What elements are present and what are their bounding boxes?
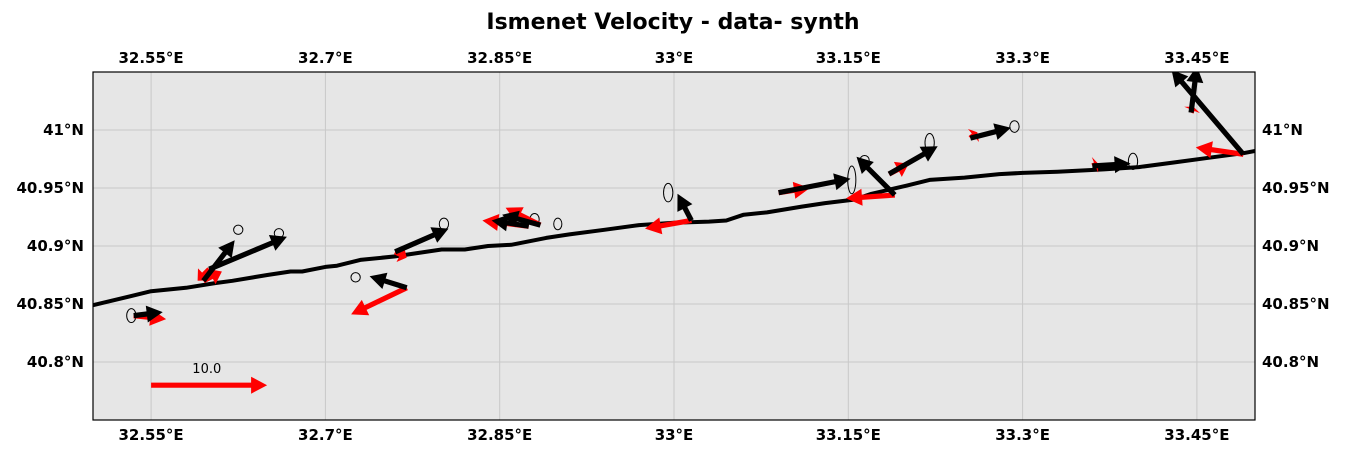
lat-tick-label-left: 40.9°N (27, 237, 84, 255)
data-velocity-arrow (201, 240, 235, 283)
data-velocity-arrow (856, 156, 897, 197)
data-velocity-arrow (133, 305, 163, 323)
lon-tick-label-bottom: 33.15°E (816, 426, 881, 444)
synth-velocity-arrow (846, 188, 895, 206)
data-velocity-arrow (369, 272, 408, 291)
lon-tick-label-bottom: 33°E (655, 426, 694, 444)
error-ellipse (350, 272, 361, 283)
lat-tick-label-left: 40.8°N (27, 353, 84, 371)
data-velocity-arrow (1186, 72, 1204, 113)
lat-tick-label-right: 40.95°N (1262, 179, 1330, 197)
axis-ticks: 32.55°E 32.55°E 32.7°E 32.7°E 32.85°E 32.85°E… (17, 49, 1330, 444)
error-ellipse (233, 224, 244, 235)
synth-velocity-arrow (1195, 141, 1244, 159)
lon-tick-label-bottom: 32.85°E (467, 426, 532, 444)
error-ellipse (1127, 152, 1139, 170)
synth-velocity-arrow (197, 267, 211, 281)
gridlines (93, 72, 1255, 420)
lon-tick-label-top: 32.7°E (298, 49, 353, 67)
data-velocity-arrow (1171, 72, 1246, 156)
chart-title: Ismenet Velocity - data- synth (486, 10, 859, 35)
lat-tick-label-right: 40.9°N (1262, 237, 1319, 255)
data-velocity-arrow (394, 227, 449, 255)
data-velocity-arrow (887, 146, 938, 177)
reference-vector: 10.0 (151, 362, 268, 394)
lat-tick-label-right: 41°N (1262, 121, 1303, 139)
lon-tick-label-top: 33.15°E (816, 49, 881, 67)
synth-velocity-arrow (645, 217, 692, 235)
lon-tick-label-bottom: 33.3°E (995, 426, 1050, 444)
lat-tick-label-left: 40.95°N (17, 179, 85, 197)
lat-tick-label-left: 40.85°N (17, 295, 85, 313)
data-velocity-arrow (208, 235, 287, 272)
lon-tick-label-top: 33.3°E (995, 49, 1050, 67)
lat-tick-label-right: 40.8°N (1262, 353, 1319, 371)
plot-frame (92, 71, 1256, 421)
data-velocity-arrow (677, 193, 694, 222)
error-ellipse (1009, 120, 1020, 133)
reference-arrow (151, 376, 268, 394)
error-ellipse (553, 217, 563, 231)
error-ellipse (663, 182, 674, 203)
lon-tick-label-top: 33.45°E (1164, 49, 1229, 67)
lon-tick-label-top: 33°E (655, 49, 694, 67)
lon-tick-label-bottom: 32.7°E (298, 426, 353, 444)
lon-tick-label-top: 32.85°E (467, 49, 532, 67)
data-velocity-arrow (969, 123, 1011, 141)
data-arrows (133, 72, 1246, 323)
data-velocity-arrow (778, 173, 851, 196)
lon-tick-label-top: 32.55°E (118, 49, 183, 67)
lon-tick-label-bottom: 32.55°E (118, 426, 183, 444)
data-velocity-arrow (491, 214, 530, 232)
lat-tick-label-right: 40.85°N (1262, 295, 1330, 313)
lat-tick-label-left: 41°N (43, 121, 84, 139)
synth-velocity-arrow (351, 285, 408, 316)
data-velocity-arrow (1092, 156, 1131, 174)
lon-tick-label-bottom: 33.45°E (1164, 426, 1229, 444)
reference-vector-label: 10.0 (192, 362, 221, 377)
